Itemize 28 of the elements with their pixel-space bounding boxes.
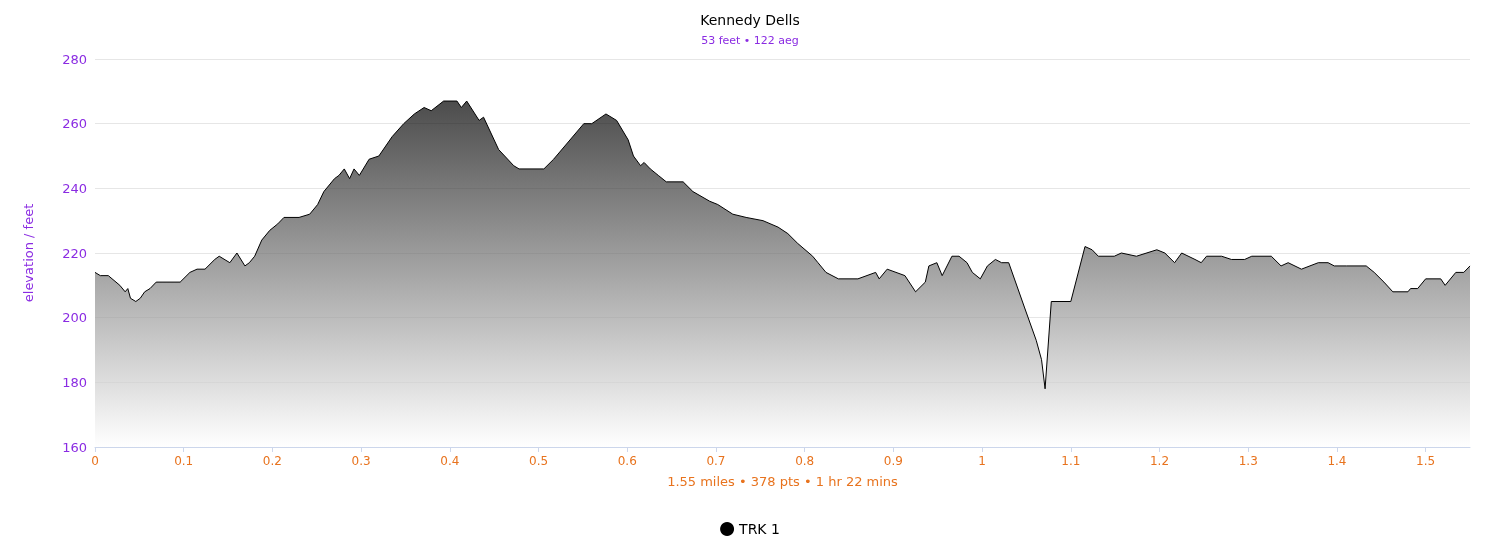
x-tick-label: 0.3 (351, 454, 371, 468)
chart-subtitle: 53 feet • 122 aeg (701, 34, 799, 47)
x-tick-label: 1.3 (1238, 454, 1258, 468)
x-tick-label: 1.1 (1061, 454, 1081, 468)
x-axis-title: 1.55 miles • 378 pts • 1 hr 22 mins (667, 474, 899, 489)
x-tick-label: 0.6 (617, 454, 637, 468)
x-tick-label: 1.2 (1149, 454, 1170, 468)
x-tick-label: 1.5 (1416, 454, 1436, 468)
x-tick-label: 0.4 (440, 454, 460, 468)
y-tick-label: 240 (62, 180, 87, 196)
x-tick-label: 0.9 (883, 454, 903, 468)
x-tick-label: 1 (978, 454, 986, 468)
x-tick-label: 0.7 (706, 454, 726, 468)
x-tick-label: 0.5 (529, 454, 549, 468)
y-tick-label: 180 (62, 374, 87, 390)
y-tick-label: 200 (62, 310, 87, 326)
y-axis-title: elevation / feet (21, 203, 36, 303)
x-tick-label: 0 (91, 454, 99, 468)
y-tick-label: 280 (62, 51, 87, 67)
legend-label: TRK 1 (738, 521, 780, 537)
y-tick-label: 220 (62, 245, 87, 261)
chart-title: Kennedy Dells (700, 12, 800, 28)
y-tick-label: 160 (62, 439, 87, 455)
x-tick-label: 0.1 (174, 454, 194, 468)
x-tick-label: 0.2 (262, 454, 282, 468)
x-tick-label: 0.8 (795, 454, 815, 468)
x-tick-label: 1.4 (1327, 454, 1347, 468)
y-tick-label: 260 (62, 116, 87, 132)
